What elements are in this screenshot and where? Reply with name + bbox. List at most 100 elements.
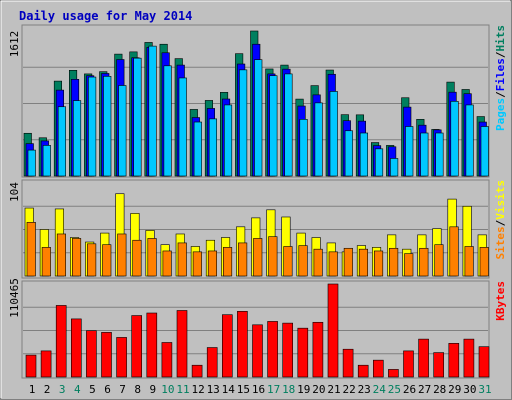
day-label: 28: [433, 383, 446, 396]
pages-bar: [178, 77, 187, 177]
legend-sep-3: /: [494, 219, 507, 226]
pages-bar: [390, 158, 399, 177]
kbytes-bar: [191, 364, 203, 378]
sites-bar: [343, 247, 353, 277]
kbytes-bar: [161, 342, 173, 378]
sites-bar: [72, 238, 82, 277]
kbytes-bar: [463, 338, 475, 378]
sites-bar: [102, 244, 112, 277]
kbytes-bar: [131, 315, 142, 378]
visits-panel: 104 Sites/Visits: [8, 179, 507, 279]
kbytes-bar: [206, 347, 218, 378]
hits-bars: [23, 30, 489, 177]
pages-bar: [57, 106, 67, 177]
hits-ymax-label: 1612: [8, 31, 21, 58]
legend-sites: Sites: [494, 226, 507, 259]
day-label: 31: [478, 383, 491, 396]
kbytes-bar: [418, 338, 429, 378]
legend-sep-2: /: [494, 51, 507, 58]
pages-bar: [42, 145, 51, 177]
sites-bar: [87, 243, 97, 277]
sites-bar: [404, 253, 414, 277]
pages-bar: [163, 65, 172, 177]
day-label: 2: [44, 383, 51, 396]
kbytes-bar: [342, 348, 354, 378]
kbytes-bar: [267, 321, 278, 378]
pages-bar: [314, 102, 323, 177]
kbytes-bar: [252, 324, 263, 378]
sites-bar: [26, 222, 36, 277]
pages-bar: [269, 75, 278, 177]
sites-bar: [177, 242, 187, 277]
pages-bar: [450, 101, 459, 177]
day-label: 16: [252, 383, 265, 396]
sites-bar: [479, 247, 489, 277]
day-label: 14: [222, 383, 236, 396]
kbytes-bar: [282, 322, 294, 378]
day-label: 3: [59, 383, 66, 396]
chart-title: Daily usage for May 2014: [19, 9, 192, 23]
pages-bar: [118, 85, 127, 177]
pages-bar: [374, 148, 384, 177]
kbytes-bar: [237, 311, 248, 378]
sites-bar: [147, 238, 157, 277]
kbytes-bar: [146, 312, 158, 378]
pages-bar: [284, 73, 293, 177]
sites-bar: [207, 250, 217, 277]
kbytes-bar: [312, 321, 324, 378]
day-label: 9: [149, 383, 156, 396]
legend-files: Files: [494, 58, 507, 91]
hits-panel: 1612 Pages/Files/Hits: [8, 24, 507, 178]
kbytes-ymax-label: 110465: [8, 278, 21, 318]
kbytes-bars: [25, 283, 490, 378]
kbytes-bar: [40, 350, 52, 378]
x-axis-day-labels: 1 2 3 4 5 6 7 8 9 10 11 12 13 14 15 16 17 18 19 20 21 22 23 24 2…: [29, 383, 492, 396]
kbytes-bar: [25, 354, 37, 378]
sites-bar: [328, 251, 338, 277]
kbytes-bar: [403, 350, 414, 378]
pages-bar: [239, 69, 248, 177]
kbytes-bar: [388, 369, 399, 378]
pages-bar: [435, 132, 444, 177]
kbytes-bar: [372, 359, 384, 378]
sites-bar: [373, 250, 384, 277]
kbytes-bar: [222, 314, 233, 378]
day-label: 18: [282, 383, 295, 396]
pages-bar: [465, 104, 474, 177]
day-label: 11: [176, 383, 189, 396]
kbytes-bar: [176, 310, 188, 378]
pages-bar: [27, 149, 36, 177]
day-label: 15: [237, 383, 250, 396]
sites-bar: [389, 247, 399, 277]
visits-legend: Sites/Visits: [494, 180, 507, 260]
pages-bar: [73, 100, 82, 177]
sites-bar: [56, 233, 67, 277]
sites-bar: [358, 248, 369, 277]
pages-bar: [193, 121, 202, 177]
day-label: 21: [327, 383, 340, 396]
pages-bar: [359, 132, 369, 177]
kbytes-bar: [433, 352, 445, 378]
day-label: 20: [312, 383, 325, 396]
sites-bar: [238, 242, 248, 277]
sites-bar: [283, 246, 293, 277]
legend-visits: Visits: [494, 180, 507, 220]
sites-bar: [41, 247, 51, 277]
day-label: 23: [358, 383, 371, 396]
day-label: 13: [207, 383, 220, 396]
kbytes-bar: [101, 332, 112, 378]
sites-bar: [298, 245, 308, 277]
sites-bar: [434, 244, 444, 277]
day-label: 22: [342, 383, 355, 396]
pages-bar: [88, 76, 97, 177]
kbytes-panel: 110465 KBytes: [8, 278, 507, 379]
day-label: 26: [403, 383, 416, 396]
day-label: 19: [297, 383, 310, 396]
pages-bar: [254, 59, 263, 177]
day-label: 1: [29, 383, 36, 396]
day-label: 24: [373, 383, 387, 396]
day-label: 6: [104, 383, 111, 396]
day-label: 29: [448, 383, 461, 396]
pages-bar: [480, 126, 489, 177]
